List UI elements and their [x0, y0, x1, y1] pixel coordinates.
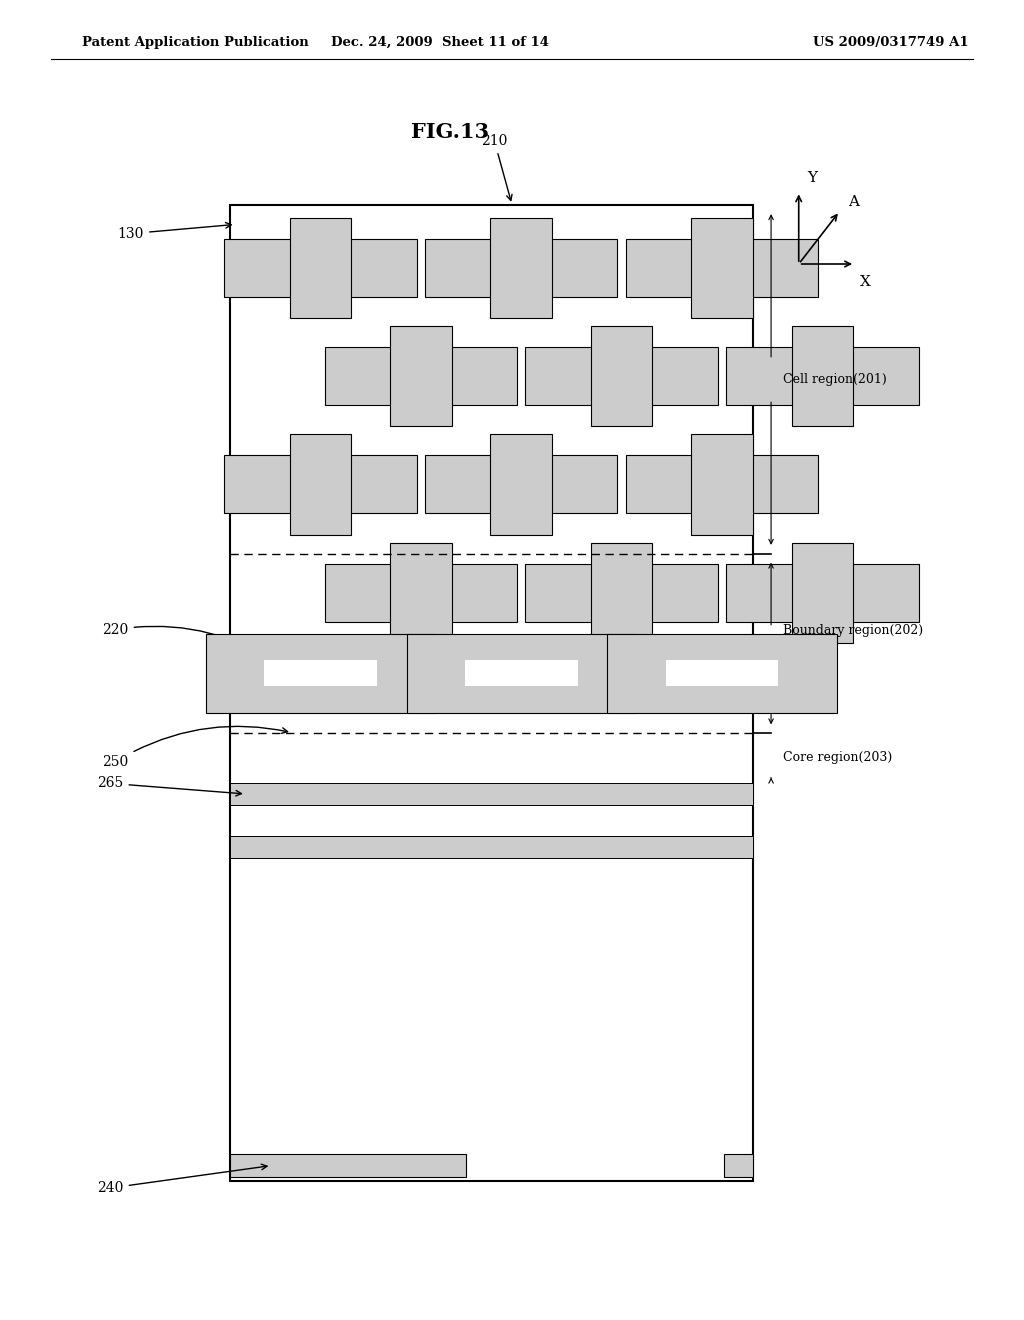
Bar	[465, 660, 578, 686]
Text: A: A	[848, 194, 859, 209]
Bar	[726, 564, 919, 622]
Bar	[626, 455, 818, 513]
Bar	[230, 783, 753, 805]
Bar	[490, 434, 552, 535]
Text: 265: 265	[97, 776, 242, 796]
Text: Boundary region(202): Boundary region(202)	[783, 624, 924, 636]
Bar	[425, 455, 617, 513]
Bar	[726, 347, 919, 405]
Bar	[525, 564, 718, 622]
Text: 240: 240	[97, 1164, 267, 1195]
Bar	[325, 564, 517, 622]
Text: 210: 210	[481, 135, 512, 201]
Bar	[390, 326, 452, 426]
Text: US 2009/0317749 A1: US 2009/0317749 A1	[813, 36, 969, 49]
Bar	[591, 326, 652, 426]
Text: Y: Y	[807, 170, 817, 185]
Bar	[591, 543, 652, 643]
Bar	[490, 218, 552, 318]
Bar	[390, 543, 452, 643]
Bar	[230, 205, 753, 1181]
Text: 250: 250	[102, 726, 288, 768]
Text: 230: 230	[736, 645, 810, 665]
Bar	[425, 239, 617, 297]
Text: Core region(203): Core region(203)	[783, 751, 893, 764]
Bar	[325, 347, 517, 405]
Bar	[230, 1154, 466, 1177]
Bar	[290, 218, 351, 318]
Text: 220: 220	[102, 623, 278, 664]
Bar	[691, 218, 753, 318]
Bar	[230, 836, 753, 858]
Bar	[407, 634, 636, 713]
Bar	[691, 434, 753, 535]
Text: Patent Application Publication: Patent Application Publication	[82, 36, 308, 49]
Bar	[626, 239, 818, 297]
Bar	[224, 239, 417, 297]
Bar	[264, 660, 377, 686]
Bar	[792, 543, 853, 643]
Text: Cell region(201): Cell region(201)	[783, 374, 887, 385]
Text: 130: 130	[118, 223, 231, 240]
Bar	[290, 434, 351, 535]
Bar	[224, 455, 417, 513]
Bar	[607, 634, 837, 713]
Text: FIG.13: FIG.13	[412, 121, 489, 143]
Bar	[525, 347, 718, 405]
Bar	[666, 660, 778, 686]
Bar	[724, 1154, 753, 1177]
Text: X: X	[860, 275, 871, 289]
Bar	[206, 634, 435, 713]
Text: Dec. 24, 2009  Sheet 11 of 14: Dec. 24, 2009 Sheet 11 of 14	[332, 36, 549, 49]
Bar	[792, 326, 853, 426]
